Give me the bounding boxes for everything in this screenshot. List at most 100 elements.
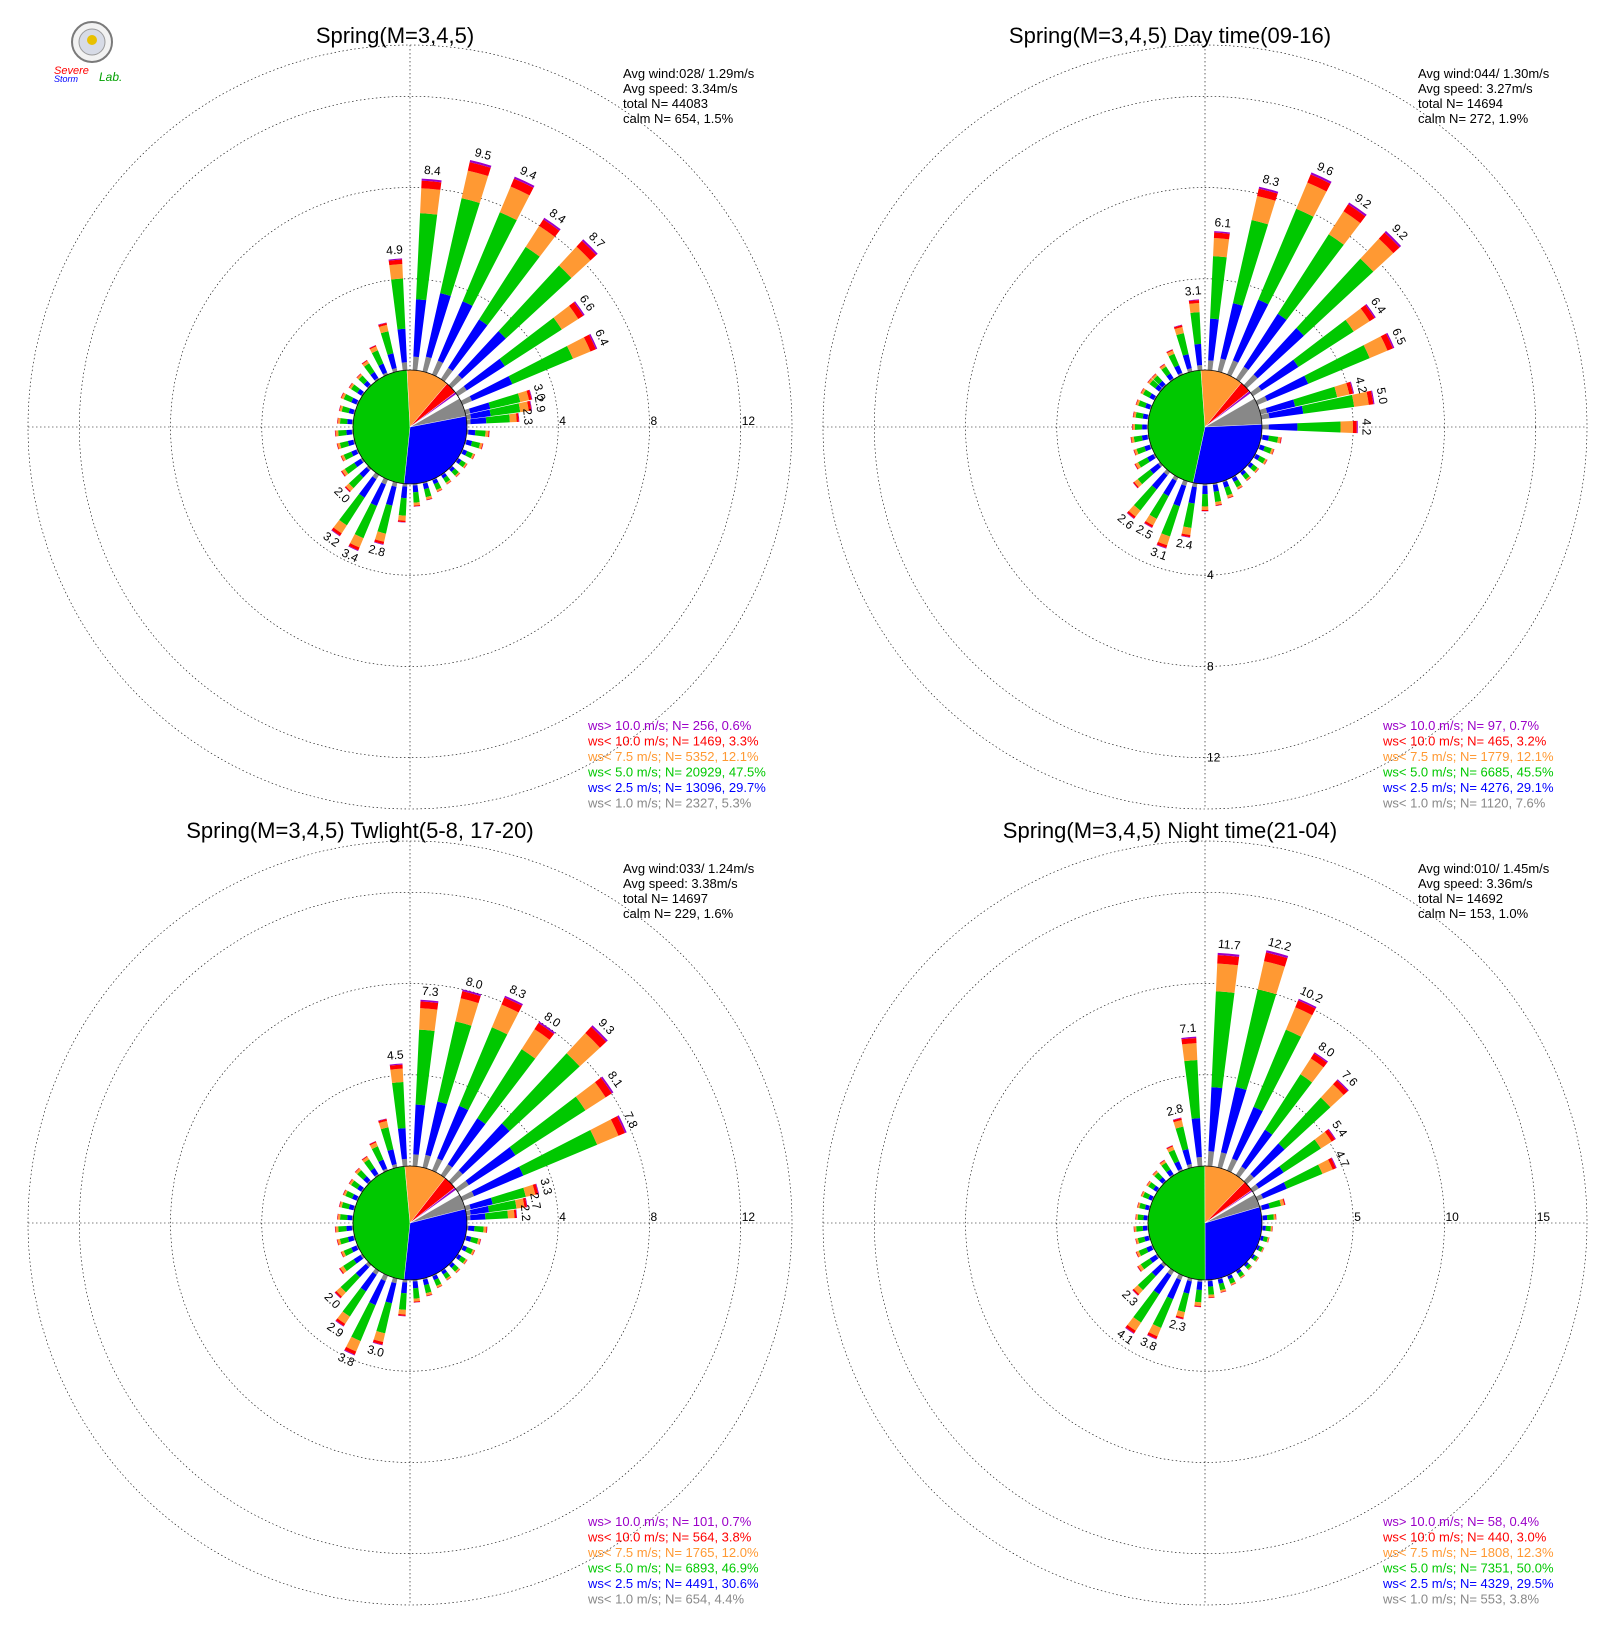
- bar-segment-purple: [340, 392, 344, 399]
- bar-label: 2.9: [532, 395, 549, 414]
- bar-segment-blue: [1147, 454, 1156, 462]
- bar-dir-155: [431, 477, 443, 493]
- legend-entry: ws< 2.5 m/s; N= 4329, 29.5%: [1382, 1576, 1554, 1591]
- bar-segment-orange: [1174, 327, 1184, 336]
- bar-dir-315: [354, 1167, 372, 1185]
- bar-segment-orange: [1257, 961, 1285, 995]
- bar-segment-gray: [1158, 461, 1163, 467]
- bar-segment-purple: [479, 1239, 482, 1245]
- bar-segment-blue: [1261, 1203, 1270, 1211]
- bar-label: 12.2: [1267, 935, 1293, 955]
- bar-segment-orange: [1215, 500, 1222, 505]
- bar-label: 2.2: [518, 1204, 533, 1222]
- bar-segment-blue: [387, 353, 397, 370]
- bar-segment-blue: [378, 363, 388, 375]
- bar-segment-purple: [1240, 1275, 1246, 1279]
- bar-segment-purple: [331, 529, 341, 537]
- bar-segment-red: [1246, 477, 1251, 482]
- bar-segment-blue: [1151, 1263, 1165, 1277]
- bar-segment-orange: [1296, 182, 1327, 217]
- bar-segment-green: [424, 487, 432, 498]
- bar-segment-red: [472, 454, 476, 460]
- bar-segment-green: [413, 1287, 420, 1299]
- bar-segment-blue: [1188, 486, 1197, 504]
- bar-dir-85: [466, 413, 520, 425]
- bar-segment-red: [369, 1141, 377, 1146]
- bar-segment-orange: [1135, 462, 1142, 470]
- bar-segment-red: [398, 1313, 406, 1317]
- bar-segment-purple: [1132, 482, 1138, 489]
- bar-segment-orange: [1132, 424, 1135, 430]
- bar-dir-250: [1133, 444, 1153, 456]
- bar-segment-purple: [600, 1076, 614, 1094]
- bar-segment-green: [1233, 479, 1242, 488]
- bar-segment-blue: [1174, 365, 1183, 375]
- bar-segment-green: [1136, 446, 1147, 455]
- bar-segment-gray: [422, 356, 432, 373]
- bar-segment-gray: [466, 419, 471, 425]
- bar-segment-purple: [617, 1115, 627, 1134]
- bar-segment-orange: [575, 1082, 606, 1111]
- bar-segment-green: [1149, 493, 1169, 519]
- bar-segment-orange: [1239, 1274, 1245, 1279]
- bar-label: 3.0: [531, 382, 549, 402]
- bar-segment-purple: [515, 1209, 518, 1218]
- bar-dir-210: [1144, 475, 1179, 528]
- bar-dir-45: [1243, 1079, 1349, 1185]
- bar-segment-red: [463, 463, 468, 469]
- bar-segment-purple: [437, 489, 443, 493]
- bar-segment-red: [1332, 1080, 1348, 1096]
- ring-outer: [27, 44, 793, 810]
- bar-segment-red: [1188, 300, 1200, 304]
- bar-segment-purple: [1356, 420, 1358, 434]
- bar-segment-purple: [1126, 512, 1135, 520]
- bar-segment-blue: [348, 1204, 355, 1211]
- bar-segment-red: [1324, 1129, 1336, 1142]
- bar-segment-green: [462, 212, 517, 306]
- bar-segment-gray: [365, 1261, 372, 1268]
- bar-segment-red: [1279, 437, 1282, 444]
- bar-segment-gray: [448, 374, 463, 389]
- bar-segment-blue: [1253, 453, 1260, 461]
- bar-segment-red: [344, 1346, 357, 1355]
- bar-segment-orange: [1137, 1202, 1141, 1209]
- bar-segment-blue: [353, 1254, 364, 1264]
- bar-dir-15: [1217, 186, 1279, 373]
- bar-segment-blue: [1207, 1280, 1214, 1287]
- bar-segment-green: [1211, 991, 1235, 1089]
- bar-segment-red: [1127, 510, 1136, 519]
- bar-dir-225: [334, 1261, 372, 1299]
- bar-segment-red: [472, 1250, 476, 1256]
- bar-segment-green: [364, 1159, 375, 1171]
- bar-dir-35: [440, 1021, 556, 1178]
- legend-entry: ws< 7.5 m/s; N= 1765, 12.0%: [587, 1545, 759, 1560]
- bar-segment-purple: [1268, 1237, 1270, 1243]
- bar-dir-5: [1207, 231, 1230, 371]
- bar-segment-red: [1237, 486, 1243, 490]
- bar-segment-blue: [1144, 1235, 1150, 1242]
- bar-segment-red: [356, 373, 362, 379]
- bar-segment-purple: [481, 443, 484, 450]
- bar-segment-orange: [1151, 373, 1158, 380]
- bar-segment-purple: [413, 1301, 421, 1303]
- ring-outer: [822, 840, 1588, 1606]
- bar-segment-red: [1261, 1247, 1265, 1253]
- bar-segment-red: [1147, 1332, 1158, 1339]
- bar-segment-red: [1135, 399, 1139, 406]
- bar-segment-red: [569, 302, 584, 319]
- bar-segment-purple: [1283, 1198, 1286, 1205]
- bar-segment-blue: [370, 371, 379, 381]
- bar-dir-205: [344, 1273, 389, 1356]
- bar-segment-blue: [347, 419, 353, 425]
- bar-segment-orange: [1277, 436, 1281, 444]
- bar-segment-gray: [464, 408, 471, 415]
- bar-segment-purple: [1208, 1297, 1215, 1299]
- bar-segment-gray: [1250, 1184, 1259, 1193]
- ring-label-12: 12: [742, 414, 756, 428]
- ring-8: [170, 983, 650, 1463]
- bar-segment-purple: [1159, 1159, 1165, 1164]
- bar-segment-green: [1266, 1214, 1274, 1221]
- bar-dir-95: [466, 1225, 488, 1233]
- bar-segment-purple: [1133, 1226, 1135, 1233]
- bar-segment-purple: [1135, 1251, 1139, 1258]
